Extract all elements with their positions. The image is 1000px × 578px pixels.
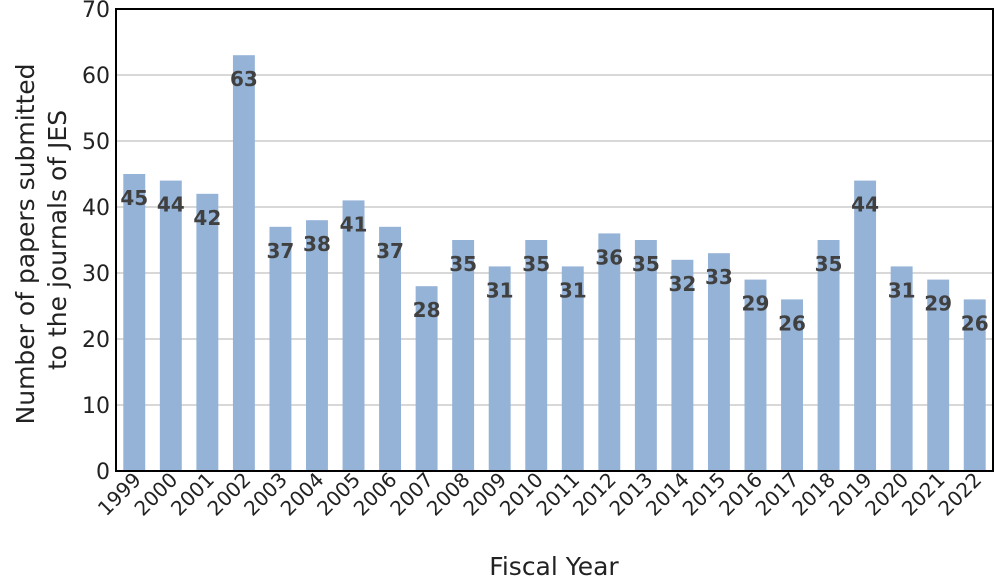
y-tick-label: 40 [82, 196, 110, 221]
bar-data-label: 26 [778, 311, 806, 335]
bar [342, 200, 365, 471]
bar-data-label: 26 [961, 311, 989, 335]
x-tick-label: 2022 [933, 468, 986, 521]
bar [963, 299, 986, 471]
bar-data-label: 37 [376, 239, 404, 263]
bar [854, 180, 877, 471]
bar [927, 279, 950, 471]
bars [123, 55, 986, 472]
y-axis-title-line-2: to the journals of JES [43, 110, 72, 370]
bar [561, 266, 584, 471]
bar-data-label: 37 [267, 239, 295, 263]
y-tick-label: 70 [82, 0, 110, 23]
bar [634, 240, 657, 471]
bar-data-label: 38 [303, 232, 331, 256]
y-tick-label: 0 [96, 460, 110, 485]
bar [123, 174, 146, 471]
plot-frame [115, 8, 994, 472]
bar [598, 233, 621, 471]
y-tick-label: 60 [82, 64, 110, 89]
x-axis-ticks: 1999200020012002200320042005200620072008… [93, 468, 986, 521]
bar-data-label: 35 [449, 252, 477, 276]
bar-data-labels: 45 44 42 63 37 38 41 37 28 35 31 35 31 36 35 32 33 29 26 35… [120, 67, 988, 335]
bar-data-label: 42 [193, 206, 221, 230]
bar-data-label: 31 [888, 278, 916, 302]
y-tick-label: 10 [82, 394, 110, 419]
bar-data-label: 35 [632, 252, 660, 276]
bar-data-label: 36 [595, 245, 623, 269]
bar-data-label: 44 [157, 193, 185, 217]
bar [817, 240, 840, 471]
y-tick-label: 50 [82, 130, 110, 155]
bar [159, 180, 182, 471]
y-axis-title: Number of papers submitted to the journa… [11, 56, 72, 425]
bar [488, 266, 511, 471]
bar [269, 226, 292, 471]
bar [232, 55, 255, 471]
bar-data-label: 63 [230, 67, 258, 91]
bar [744, 279, 767, 471]
bar [196, 193, 219, 472]
bar [890, 266, 913, 471]
bar-data-label: 31 [559, 278, 587, 302]
bar [781, 299, 803, 471]
gridlines [116, 74, 993, 406]
x-axis-title: Fiscal Year [489, 552, 619, 578]
bar [379, 226, 402, 471]
bar-data-label: 29 [924, 292, 952, 316]
bar [525, 240, 548, 471]
bar-data-label: 35 [522, 252, 550, 276]
bar [452, 240, 475, 471]
bar-data-label: 44 [851, 193, 879, 217]
bar-data-label: 33 [705, 265, 733, 289]
y-axis-ticks: 0 10 20 30 40 50 60 70 [82, 0, 110, 485]
y-tick-label: 20 [82, 328, 110, 353]
bar [415, 286, 438, 471]
y-tick-label: 30 [82, 262, 110, 287]
bar-data-label: 28 [413, 298, 441, 322]
bar-data-label: 31 [486, 278, 514, 302]
bar-data-label: 41 [340, 212, 368, 236]
bar-data-label: 35 [815, 252, 843, 276]
bar [306, 220, 328, 471]
bar [671, 259, 694, 471]
bar-data-label: 45 [120, 186, 148, 210]
bar-data-label: 29 [742, 292, 770, 316]
bar [707, 253, 730, 471]
bar-data-label: 32 [668, 272, 696, 296]
y-axis-title-line-1: Number of papers submitted [11, 63, 40, 424]
